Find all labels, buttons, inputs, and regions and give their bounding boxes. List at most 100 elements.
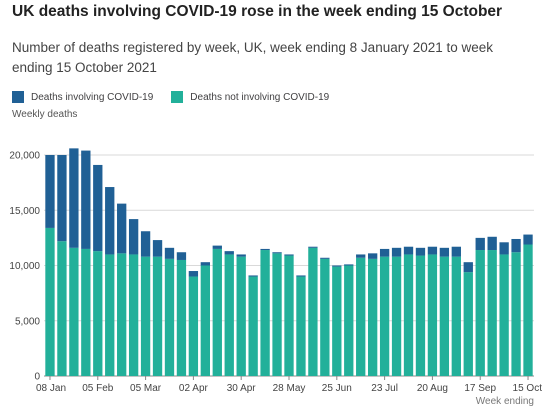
bar-covid (164, 247, 175, 259)
bar-covid (356, 254, 366, 258)
x-tick-label: 28 May (273, 383, 306, 394)
y-tick-label: 15,000 (9, 206, 40, 217)
y-tick-label: 5,000 (15, 316, 40, 327)
bar-covid (212, 245, 222, 249)
bar-non-covid (320, 258, 330, 376)
bar-non-covid (308, 247, 318, 376)
bar-covid (463, 262, 473, 273)
bar-covid (284, 254, 294, 256)
x-tick-label: 25 Jun (322, 383, 352, 394)
chart-subtitle: Number of deaths registered by week, UK,… (12, 40, 494, 75)
x-tick-label: 20 Aug (417, 383, 448, 394)
bar-covid (140, 231, 151, 257)
bar-non-covid (140, 256, 151, 376)
bar-covid (260, 248, 270, 251)
bar-non-covid (415, 255, 426, 376)
bar-covid (523, 234, 533, 245)
bar-covid (272, 252, 282, 254)
bar-non-covid (260, 250, 270, 376)
bar-non-covid (200, 265, 211, 376)
bar-non-covid (332, 266, 342, 376)
y-tick-label: 0 (34, 372, 40, 383)
bar-covid (296, 275, 306, 277)
bar-covid (176, 252, 187, 260)
legend-label-non-covid: Deaths not involving COVID-19 (190, 91, 330, 103)
bar-covid (308, 246, 318, 248)
x-tick-label: 23 Jul (371, 383, 398, 394)
bar-non-covid (511, 252, 521, 376)
bar-non-covid (81, 248, 91, 376)
bar-non-covid (164, 258, 175, 376)
bar-covid (415, 247, 426, 256)
bar-covid (81, 150, 91, 249)
legend-swatch-non-covid (171, 91, 184, 103)
x-tick-label: 08 Jan (36, 383, 66, 394)
bar-covid (117, 203, 127, 254)
bar-non-covid (296, 276, 306, 376)
bar-non-covid (463, 272, 473, 376)
legend-item-non-covid: Deaths not involving COVID-19 (171, 91, 329, 103)
y-tick-label: 20,000 (9, 151, 40, 162)
bar-non-covid (439, 256, 450, 376)
y-tick-label: 10,000 (9, 261, 40, 272)
bar-non-covid (367, 258, 378, 376)
x-tick-label: 17 Sep (464, 383, 496, 394)
y-axis-label: Weekly deaths (12, 109, 78, 120)
bar-non-covid (523, 244, 533, 376)
bar-non-covid (152, 256, 163, 376)
bar-covid (403, 246, 414, 255)
bar-non-covid (284, 255, 294, 376)
bar-non-covid (403, 254, 414, 376)
bar-covid (188, 271, 199, 277)
bar-covid (128, 219, 139, 255)
bar-covid (93, 164, 103, 252)
x-tick-label: 05 Feb (82, 383, 114, 394)
bar-non-covid (379, 256, 390, 376)
x-axis-label: Week ending (476, 396, 534, 407)
bar-covid (379, 248, 390, 257)
bar-covid (320, 257, 330, 259)
bar-covid (332, 265, 342, 267)
bar-non-covid (128, 254, 139, 376)
bar-non-covid (451, 256, 461, 376)
bar-non-covid (248, 276, 258, 376)
bar-non-covid (105, 254, 115, 376)
legend-item-covid: Deaths involving COVID-19 (12, 91, 153, 103)
bar-covid (45, 155, 55, 228)
bar-non-covid (188, 276, 199, 376)
bar-covid (511, 238, 521, 253)
bar-non-covid (176, 259, 187, 376)
x-tick-label: 02 Apr (179, 383, 209, 394)
bar-non-covid (93, 251, 103, 376)
bar-covid (367, 253, 378, 259)
legend: Deaths involving COVID-19 Deaths not inv… (12, 91, 347, 103)
bar-covid (475, 237, 485, 251)
bar-covid (105, 187, 115, 255)
bar-covid (57, 155, 67, 242)
bar-non-covid (57, 241, 67, 376)
x-tick-label: 05 Mar (130, 383, 162, 394)
bar-non-covid (475, 250, 485, 376)
bar-non-covid (69, 247, 79, 376)
x-tick-label: 15 Oct (513, 383, 543, 394)
bar-covid (152, 240, 163, 257)
bar-non-covid (45, 227, 55, 376)
bar-non-covid (356, 257, 366, 376)
bar-covid (427, 246, 438, 255)
bar-non-covid (236, 256, 246, 376)
bar-covid (487, 236, 497, 251)
chart-title: UK deaths involving COVID-19 rose in the… (12, 3, 503, 20)
bar-covid (224, 251, 234, 255)
bar-non-covid (224, 254, 234, 376)
bar-covid (236, 254, 246, 257)
bar-non-covid (117, 253, 127, 376)
bar-non-covid (391, 256, 402, 376)
bar-non-covid (427, 254, 438, 376)
bar-covid (451, 246, 461, 257)
x-tick-label: 30 Apr (227, 383, 257, 394)
legend-label-covid: Deaths involving COVID-19 (31, 91, 154, 103)
bar-covid (391, 247, 402, 257)
bar-covid (344, 264, 354, 266)
bar-non-covid (212, 248, 222, 376)
